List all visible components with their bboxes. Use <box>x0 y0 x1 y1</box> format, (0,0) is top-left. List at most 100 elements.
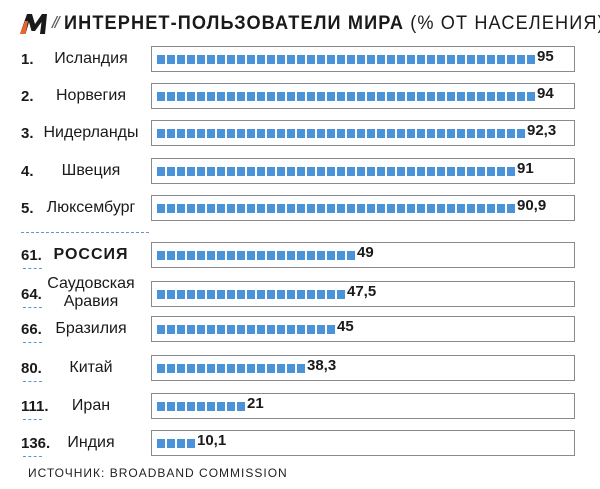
bar-segment <box>157 364 165 373</box>
bar-segment <box>317 55 325 64</box>
bar-segment <box>157 439 165 448</box>
bar-segment <box>327 204 335 213</box>
bar-segment <box>207 55 215 64</box>
bar-category-label: Швеция <box>61 162 121 179</box>
bar-segment <box>277 290 285 299</box>
bar-segment <box>367 55 375 64</box>
bar-segment <box>477 129 485 138</box>
bar-segment <box>207 290 215 299</box>
bar-segment <box>157 325 165 334</box>
title-separator: // <box>52 13 60 32</box>
bar-segment <box>257 55 265 64</box>
bar-rank: 111. <box>21 398 49 415</box>
bar-segment <box>247 364 255 373</box>
bar-segment <box>267 251 275 260</box>
bar-segment <box>287 251 295 260</box>
bar-segment <box>357 167 365 176</box>
bar-segment <box>407 167 415 176</box>
bar-value-label: 90,9 <box>517 197 547 214</box>
bar-segment <box>447 129 455 138</box>
bar-segment <box>207 325 215 334</box>
bar-value-label: 91 <box>517 160 534 177</box>
bar-segment <box>277 92 285 101</box>
bar-segment <box>187 92 195 101</box>
bar-segment <box>267 167 275 176</box>
bar-segment <box>267 290 275 299</box>
bar-segment <box>197 325 205 334</box>
bar-segment <box>287 364 295 373</box>
bar-segment <box>257 290 265 299</box>
bar-row: 2. Норвегия 94 <box>0 81 600 111</box>
bar-segment <box>417 167 425 176</box>
bar-segment <box>217 364 225 373</box>
bar-segment <box>467 167 475 176</box>
bar-segment <box>237 364 245 373</box>
bar-track <box>151 158 575 184</box>
bar-segment <box>157 204 165 213</box>
bar-segment <box>327 92 335 101</box>
bar-segment <box>277 325 285 334</box>
bar-segment <box>187 167 195 176</box>
bar-segment <box>367 129 375 138</box>
bar-segment <box>217 55 225 64</box>
bar-segment <box>177 290 185 299</box>
chart-title-unit: (% ОТ НАСЕЛЕНИЯ) <box>410 11 600 34</box>
top-five-divider <box>21 232 149 233</box>
bar-track <box>151 281 575 307</box>
bar-segment <box>487 129 495 138</box>
bar-segment <box>297 290 305 299</box>
bar-segment <box>457 204 465 213</box>
bar-segment <box>207 129 215 138</box>
bar-segment <box>317 290 325 299</box>
bar-segment <box>457 129 465 138</box>
bar-segment <box>167 167 175 176</box>
bar-segment <box>227 251 235 260</box>
bar-row: 80. Китай 38,3 <box>0 353 600 383</box>
bar-segment <box>477 92 485 101</box>
bar-segment <box>257 364 265 373</box>
bar-segment <box>257 204 265 213</box>
bar-segment <box>347 129 355 138</box>
bar-segment <box>387 167 395 176</box>
bar-segment <box>187 129 195 138</box>
bar-row: 111. Иран 21 <box>0 391 600 421</box>
m-logo-icon <box>20 14 47 34</box>
bar-segment <box>187 325 195 334</box>
bar-segment <box>337 92 345 101</box>
bar-segment <box>467 204 475 213</box>
bar-segment <box>237 92 245 101</box>
bar-segment <box>287 167 295 176</box>
bar-segment <box>397 204 405 213</box>
bar-row: 4. Швеция 91 <box>0 156 600 186</box>
chart-header: // ИНТЕРНЕТ-ПОЛЬЗОВАТЕЛИ МИРА (% ОТ НАСЕ… <box>18 6 600 40</box>
bar-segment <box>447 92 455 101</box>
bar-segment <box>427 55 435 64</box>
bar-row: 66. Бразилия 45 <box>0 314 600 344</box>
bar-segment <box>287 129 295 138</box>
bar-segment <box>447 55 455 64</box>
bar-segment <box>247 251 255 260</box>
bar-segment <box>507 129 515 138</box>
bar <box>157 402 247 411</box>
bar-track <box>151 83 575 109</box>
bar-segment <box>377 167 385 176</box>
bar-segment <box>247 55 255 64</box>
bar-segment <box>197 251 205 260</box>
bar-segment <box>367 204 375 213</box>
bar-segment <box>507 204 515 213</box>
bar-segment <box>397 129 405 138</box>
bar-segment <box>327 251 335 260</box>
bar-category-label: РОССИЯ <box>53 246 129 263</box>
bar-segment <box>287 325 295 334</box>
bar-segment <box>497 55 505 64</box>
bar-segment <box>167 325 175 334</box>
bar-segment <box>187 290 195 299</box>
bar-segment <box>217 204 225 213</box>
bar-segment <box>277 129 285 138</box>
bar-segment <box>507 92 515 101</box>
bar-value-label: 95 <box>537 48 554 65</box>
bar-segment <box>377 129 385 138</box>
bar-segment <box>287 290 295 299</box>
bar-segment <box>317 92 325 101</box>
bar-segment <box>317 129 325 138</box>
